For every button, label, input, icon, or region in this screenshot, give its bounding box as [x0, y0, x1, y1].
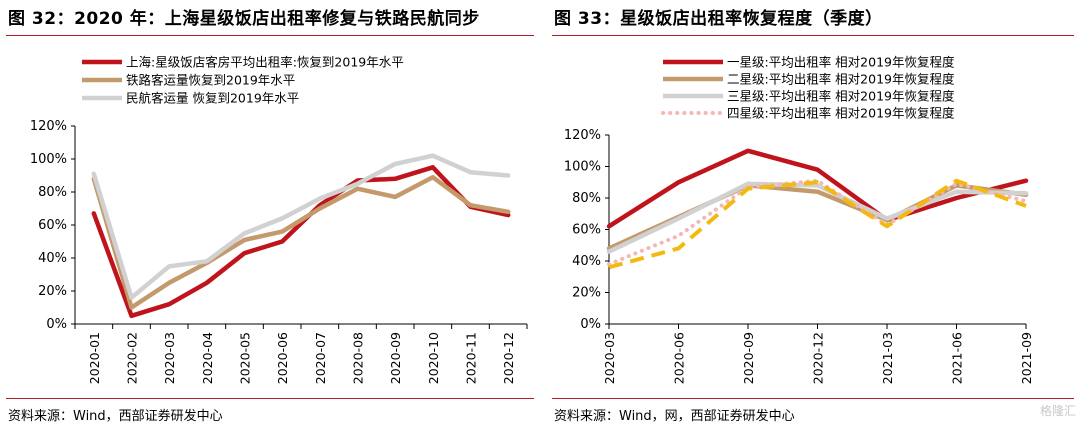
- right-series-line-3: [606, 181, 1029, 254]
- left-legend-label-1: 上海:星级饭店客房平均出租率:恢复到2019年水平: [126, 55, 404, 70]
- left-chart-panel: 图 32：2020 年：上海星级饭店出租率修复与铁路民航同步 0% 20% 40% 6…: [6, 9, 534, 424]
- right-y-tick-label: 40%: [572, 254, 601, 269]
- left-x-tick-label: 2020-06: [275, 332, 290, 384]
- right-x-tick-label: 2021-03: [880, 332, 895, 384]
- right-series-line-1: [606, 148, 1029, 229]
- left-x-tick-label: 2020-12: [501, 332, 516, 384]
- left-x-tick-label: 2020-10: [426, 332, 441, 384]
- left-legend-label-3: 民航客运量 恢复到2019年水平: [126, 91, 299, 106]
- right-y-tick-label: 20%: [572, 286, 601, 301]
- left-legend-label-2: 铁路客运量恢复到2019年水平: [126, 73, 295, 88]
- right-x-tick-label: 2020-06: [672, 332, 687, 384]
- watermark-logo: 格隆汇: [1039, 404, 1076, 418]
- left-y-tick-label: 60%: [38, 218, 67, 233]
- right-y-tick-label: 120%: [564, 128, 601, 143]
- left-y-tick-label: 40%: [38, 251, 67, 266]
- right-line-chart: 0% 20% 40% 60% 80% 100% 120% 2020-03 2020-06 2020…: [564, 55, 1034, 385]
- left-line-chart: 0% 20% 40% 60% 80% 100% 120% 2020-01 2020-02 2020…: [30, 55, 528, 384]
- right-legend-label-2: 二星级:平均出租率 相对2019年恢复程度: [727, 72, 955, 87]
- left-x-tick-label: 2020-07: [313, 332, 328, 384]
- right-x-tick-label: 2021-09: [1019, 332, 1034, 384]
- left-y-tick-label: 100%: [30, 152, 67, 167]
- right-legend-label-1: 一星级:平均出租率 相对2019年恢复程度: [727, 55, 955, 70]
- right-legend-label-3: 三星级:平均出租率 相对2019年恢复程度: [727, 89, 955, 104]
- right-y-tick-label: 0%: [580, 317, 601, 332]
- right-x-tick-label: 2020-03: [602, 332, 617, 384]
- left-x-tick-label: 2020-11: [464, 332, 479, 384]
- left-source-note: 资料来源：Wind，西部证券研发中心: [8, 409, 223, 424]
- left-x-tick-label: 2020-01: [87, 332, 102, 384]
- right-legend-label-4: 四星级:平均出租率 相对2019年恢复程度: [727, 106, 955, 121]
- right-chart-title: 图 33：星级饭店出租率恢复程度（季度）: [554, 9, 883, 29]
- left-series-line-1: [91, 165, 511, 319]
- left-y-tick-label: 20%: [38, 284, 67, 299]
- left-source-divider: [6, 398, 534, 399]
- left-x-tick-label: 2020-03: [162, 332, 177, 384]
- left-series-line-3: [91, 153, 511, 300]
- left-x-tick-label: 2020-08: [351, 332, 366, 384]
- right-source-divider: [552, 398, 1074, 399]
- left-x-tick-label: 2020-04: [200, 332, 215, 384]
- left-x-tick-label: 2020-02: [125, 332, 140, 384]
- right-x-tick-label: 2021-06: [950, 332, 965, 384]
- right-y-tick-label: 80%: [572, 191, 601, 206]
- right-chart-panel: 图 33：星级饭店出租率恢复程度（季度） 0% 20% 40% 60% 80% 100% 1…: [546, 0, 1080, 427]
- left-y-tick-label: 0%: [46, 317, 67, 332]
- left-chart-title: 图 32：2020 年：上海星级饭店出租率修复与铁路民航同步: [8, 9, 480, 29]
- left-y-tick-label: 80%: [38, 185, 67, 200]
- right-x-tick-label: 2020-09: [741, 332, 756, 384]
- right-series-line-5: [608, 178, 1027, 270]
- left-x-tick-label: 2020-05: [238, 332, 253, 384]
- left-series-line-2: [91, 174, 511, 310]
- left-title-divider: [6, 35, 534, 36]
- right-y-tick-label: 100%: [564, 160, 601, 175]
- left-y-tick-label: 120%: [30, 119, 67, 134]
- right-x-tick-label: 2020-12: [811, 332, 826, 384]
- left-x-tick-label: 2020-09: [388, 332, 403, 384]
- right-y-tick-label: 60%: [572, 223, 601, 238]
- right-source-note: 资料来源：Wind，网，西部证券研发中心: [554, 409, 795, 424]
- right-title-divider: [552, 35, 1074, 36]
